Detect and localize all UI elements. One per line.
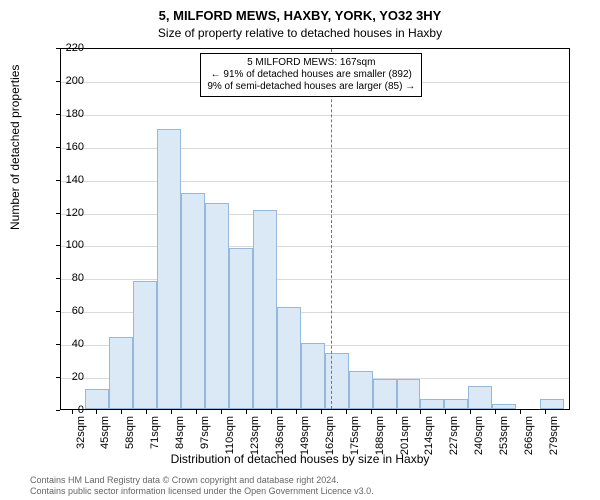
histogram-bar [109, 337, 133, 409]
histogram-bar [325, 353, 349, 409]
plot-area: 5 MILFORD MEWS: 167sqm← 91% of detached … [60, 48, 570, 410]
histogram-bar [468, 386, 492, 409]
y-axis-label: Number of detached properties [8, 65, 22, 230]
x-tick: 110sqm [224, 416, 236, 454]
histogram-bar [373, 379, 397, 409]
x-tick: 32sqm [75, 416, 87, 449]
histogram-bar [181, 193, 205, 409]
x-tick: 201sqm [399, 416, 411, 455]
x-tick: 175sqm [349, 416, 361, 455]
histogram-bar [229, 248, 253, 409]
histogram-bar [492, 404, 516, 409]
x-tick: 71sqm [149, 416, 161, 449]
x-tick: 279sqm [548, 416, 560, 455]
histogram-bar [444, 399, 468, 409]
chart-title: 5, MILFORD MEWS, HAXBY, YORK, YO32 3HY [0, 8, 600, 23]
x-tick: 266sqm [523, 416, 535, 455]
x-tick: 45sqm [99, 416, 111, 449]
x-axis-label: Distribution of detached houses by size … [0, 452, 600, 466]
x-tick: 97sqm [199, 416, 211, 449]
histogram-bar [133, 281, 157, 409]
x-tick: 162sqm [324, 416, 336, 455]
histogram-bar [397, 379, 421, 409]
x-tick: 214sqm [423, 416, 435, 455]
histogram-bar [157, 129, 181, 409]
x-tick: 123sqm [249, 416, 261, 455]
x-tick: 58sqm [124, 416, 136, 449]
histogram-bar [253, 210, 277, 409]
x-tick: 149sqm [299, 416, 311, 455]
x-tick: 188sqm [374, 416, 386, 455]
footer-attribution: Contains HM Land Registry data © Crown c… [30, 475, 374, 496]
histogram-chart: 5, MILFORD MEWS, HAXBY, YORK, YO32 3HY S… [0, 0, 600, 500]
histogram-bar [277, 307, 301, 409]
x-tick: 136sqm [274, 416, 286, 455]
chart-subtitle: Size of property relative to detached ho… [0, 26, 600, 40]
histogram-bar [205, 203, 229, 409]
histogram-bar [349, 371, 373, 409]
histogram-bar [540, 399, 564, 409]
histogram-bar [85, 389, 109, 409]
x-tick: 227sqm [448, 416, 460, 455]
histogram-bar [420, 399, 444, 409]
x-tick: 84sqm [174, 416, 186, 449]
x-tick: 253sqm [498, 416, 510, 455]
x-tick: 240sqm [473, 416, 485, 455]
histogram-bar [301, 343, 325, 409]
annotation-box: 5 MILFORD MEWS: 167sqm← 91% of detached … [200, 53, 422, 97]
